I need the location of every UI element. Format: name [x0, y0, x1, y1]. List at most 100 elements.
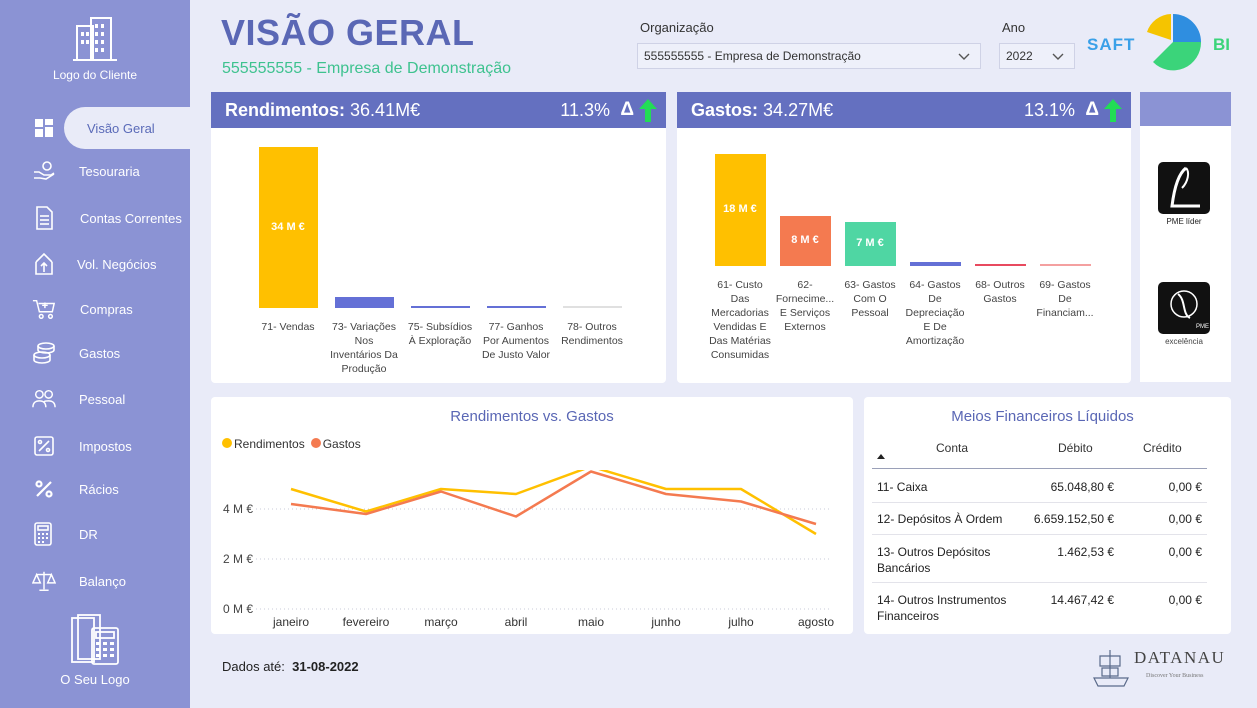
cell-debito: 6.659.152,50 €: [1033, 512, 1114, 526]
bar-gastos-2[interactable]: [844, 222, 896, 266]
calculator-icon: [32, 522, 56, 546]
data-label: 18 M €: [723, 203, 757, 215]
rendimentos-header: Rendimentos: 36.41M€ 11.3% Δ: [211, 92, 666, 128]
y-tick-label: 2 M €: [223, 552, 253, 566]
svg-text:SAFT: SAFT: [1087, 35, 1135, 54]
pme-lider-badge: PME líder: [1158, 162, 1210, 226]
sidebar-item-impostos[interactable]: Impostos: [0, 427, 190, 465]
hand-coins-icon: [32, 159, 56, 183]
upload-icon: [32, 252, 56, 276]
saft-bi-logo: SAFT BI: [1087, 14, 1230, 71]
col-header-conta[interactable]: Conta: [936, 441, 969, 455]
chevron-down-icon: [1052, 53, 1064, 60]
cell-debito: 14.467,42 €: [1050, 593, 1114, 607]
organization-subtitle: 555555555 - Empresa de Demonstração: [222, 60, 512, 77]
sidebar-item-label: Contas Correntes: [80, 210, 182, 226]
sidebar-item-label: Gastos: [79, 345, 121, 361]
sidebar-item-tesouraria[interactable]: Tesouraria: [0, 152, 190, 190]
bar-gastos-4[interactable]: [974, 264, 1026, 266]
y-tick-label: 0 M €: [223, 602, 253, 616]
svg-text:DATANAU: DATANAU: [1134, 648, 1225, 667]
line-chart-card: [211, 397, 853, 634]
cell-credito: 0,00 €: [1168, 545, 1202, 559]
page-title: VISÃO GERAL: [221, 12, 475, 53]
category-label: 78- Outros Rendimentos: [561, 321, 623, 347]
client-logo: Logo do Cliente: [0, 16, 190, 82]
row-divider: [872, 534, 1207, 535]
sidebar-item-visao-geral[interactable]: Visão Geral: [0, 107, 204, 149]
bar-rendimentos-0[interactable]: [258, 147, 318, 308]
rendimentos-total: 36.41M€: [350, 99, 421, 120]
sidebar-item-label: Rácios: [79, 481, 119, 497]
sidebar-item-racios[interactable]: Rácios: [0, 470, 190, 508]
x-tick-label: março: [424, 615, 458, 629]
cell-debito: 1.462,53 €: [1057, 545, 1114, 559]
bar-gastos-1[interactable]: [779, 216, 831, 266]
legend-gastos[interactable]: Gastos: [310, 437, 361, 451]
category-label: 75- Subsídios À Exploração: [407, 321, 473, 347]
gastos-header: Gastos: 34.27M€ 13.1% Δ: [677, 92, 1131, 128]
cell-conta: 11- Caixa: [877, 480, 928, 494]
bar-rendimentos-2[interactable]: [410, 306, 470, 308]
sidebar-item-label: Balanço: [79, 573, 126, 589]
sidebar-item-contas-correntes[interactable]: Contas Correntes: [0, 199, 190, 237]
sidebar-item-label: Pessoal: [79, 391, 126, 407]
cell-credito: 0,00 €: [1168, 512, 1202, 526]
data-date-value: 31-08-2022: [292, 659, 359, 674]
col-header-credito[interactable]: Crédito: [1143, 441, 1182, 455]
sidebar-item-balanco[interactable]: Balanço: [0, 562, 190, 600]
x-tick-label: julho: [727, 615, 754, 629]
bar-rendimentos-4[interactable]: [562, 306, 622, 308]
bar-gastos-5[interactable]: [1039, 264, 1091, 266]
bar-rendimentos-1[interactable]: [334, 296, 394, 308]
your-logo: O Seu Logo: [0, 614, 190, 687]
sidebar-item-compras[interactable]: Compras: [0, 290, 190, 328]
sidebar-item-label: DR: [79, 526, 98, 542]
sidebar-item-vol-negocios[interactable]: Vol. Negócios: [0, 245, 190, 283]
org-select[interactable]: 555555555 - Empresa de Demonstração: [637, 43, 981, 69]
category-label: 63- Gastos Com O Pessoal: [844, 279, 896, 319]
row-divider: [872, 582, 1207, 583]
rendimentos-title: Rendimentos: 36.41M€: [225, 99, 421, 120]
chevron-down-icon: [958, 53, 970, 60]
org-select-value: 555555555 - Empresa de Demonstração: [644, 49, 861, 63]
chart-legend: Rendimentos Gastos: [222, 437, 361, 451]
datanau-logo: DATANAU Discover Your Business: [1093, 648, 1225, 687]
sidebar-item-dr[interactable]: DR: [0, 515, 190, 553]
dashboard-grid-icon: [32, 116, 56, 140]
delta-symbol: Δ: [620, 99, 634, 120]
year-select[interactable]: 2022: [999, 43, 1075, 69]
pme-excelencia-badge: PME excelência: [1158, 282, 1210, 346]
active-indicator: [64, 107, 204, 149]
line-chart: 0 M € 2 M € 4 M € janeiro fevereiro março abri…: [223, 470, 834, 629]
cart-icon: [32, 297, 56, 321]
data-label: 34 M €: [271, 220, 305, 233]
bar-gastos-0[interactable]: [714, 154, 766, 266]
svg-text:excelência: excelência: [1165, 337, 1203, 346]
cell-debito: 65.048,80 €: [1050, 480, 1114, 494]
awards-panel: PME líder PME excelência: [1140, 92, 1231, 382]
legend-rendimentos[interactable]: Rendimentos: [222, 437, 305, 451]
sidebar-item-gastos[interactable]: Gastos: [0, 334, 190, 372]
sidebar-item-label: Tesouraria: [79, 163, 140, 179]
svg-text:PME líder: PME líder: [1166, 217, 1201, 226]
category-label: 69- Gastos De Financiam...: [1036, 279, 1094, 319]
category-label: 73- Variações Nos Inventários Da Produçã…: [330, 321, 398, 375]
series-line-rendimentos[interactable]: [290, 470, 817, 536]
x-tick-label: fevereiro: [343, 615, 390, 629]
sidebar-item-label: Compras: [80, 301, 133, 317]
bar-rendimentos-3[interactable]: [486, 306, 546, 308]
series-line-gastos[interactable]: [290, 470, 817, 526]
svg-text:Discover Your Business: Discover Your Business: [1146, 673, 1204, 679]
data-date-label: Dados até:: [222, 659, 285, 674]
sidebar-item-pessoal[interactable]: Pessoal: [0, 380, 190, 418]
line-chart-title: Rendimentos vs. Gastos: [450, 408, 614, 425]
rendimentos-card: Rendimentos: 36.41M€ 11.3% Δ 34 M € 71- V…: [211, 92, 666, 383]
col-header-debito[interactable]: Débito: [1058, 441, 1093, 455]
sort-asc-icon[interactable]: [876, 451, 886, 461]
calculator-docs-icon: [71, 614, 119, 665]
scale-icon: [32, 569, 56, 593]
gastos-title: Gastos: 34.27M€: [691, 99, 834, 120]
x-tick-label: agosto: [798, 615, 834, 629]
bar-gastos-3[interactable]: [909, 262, 961, 266]
